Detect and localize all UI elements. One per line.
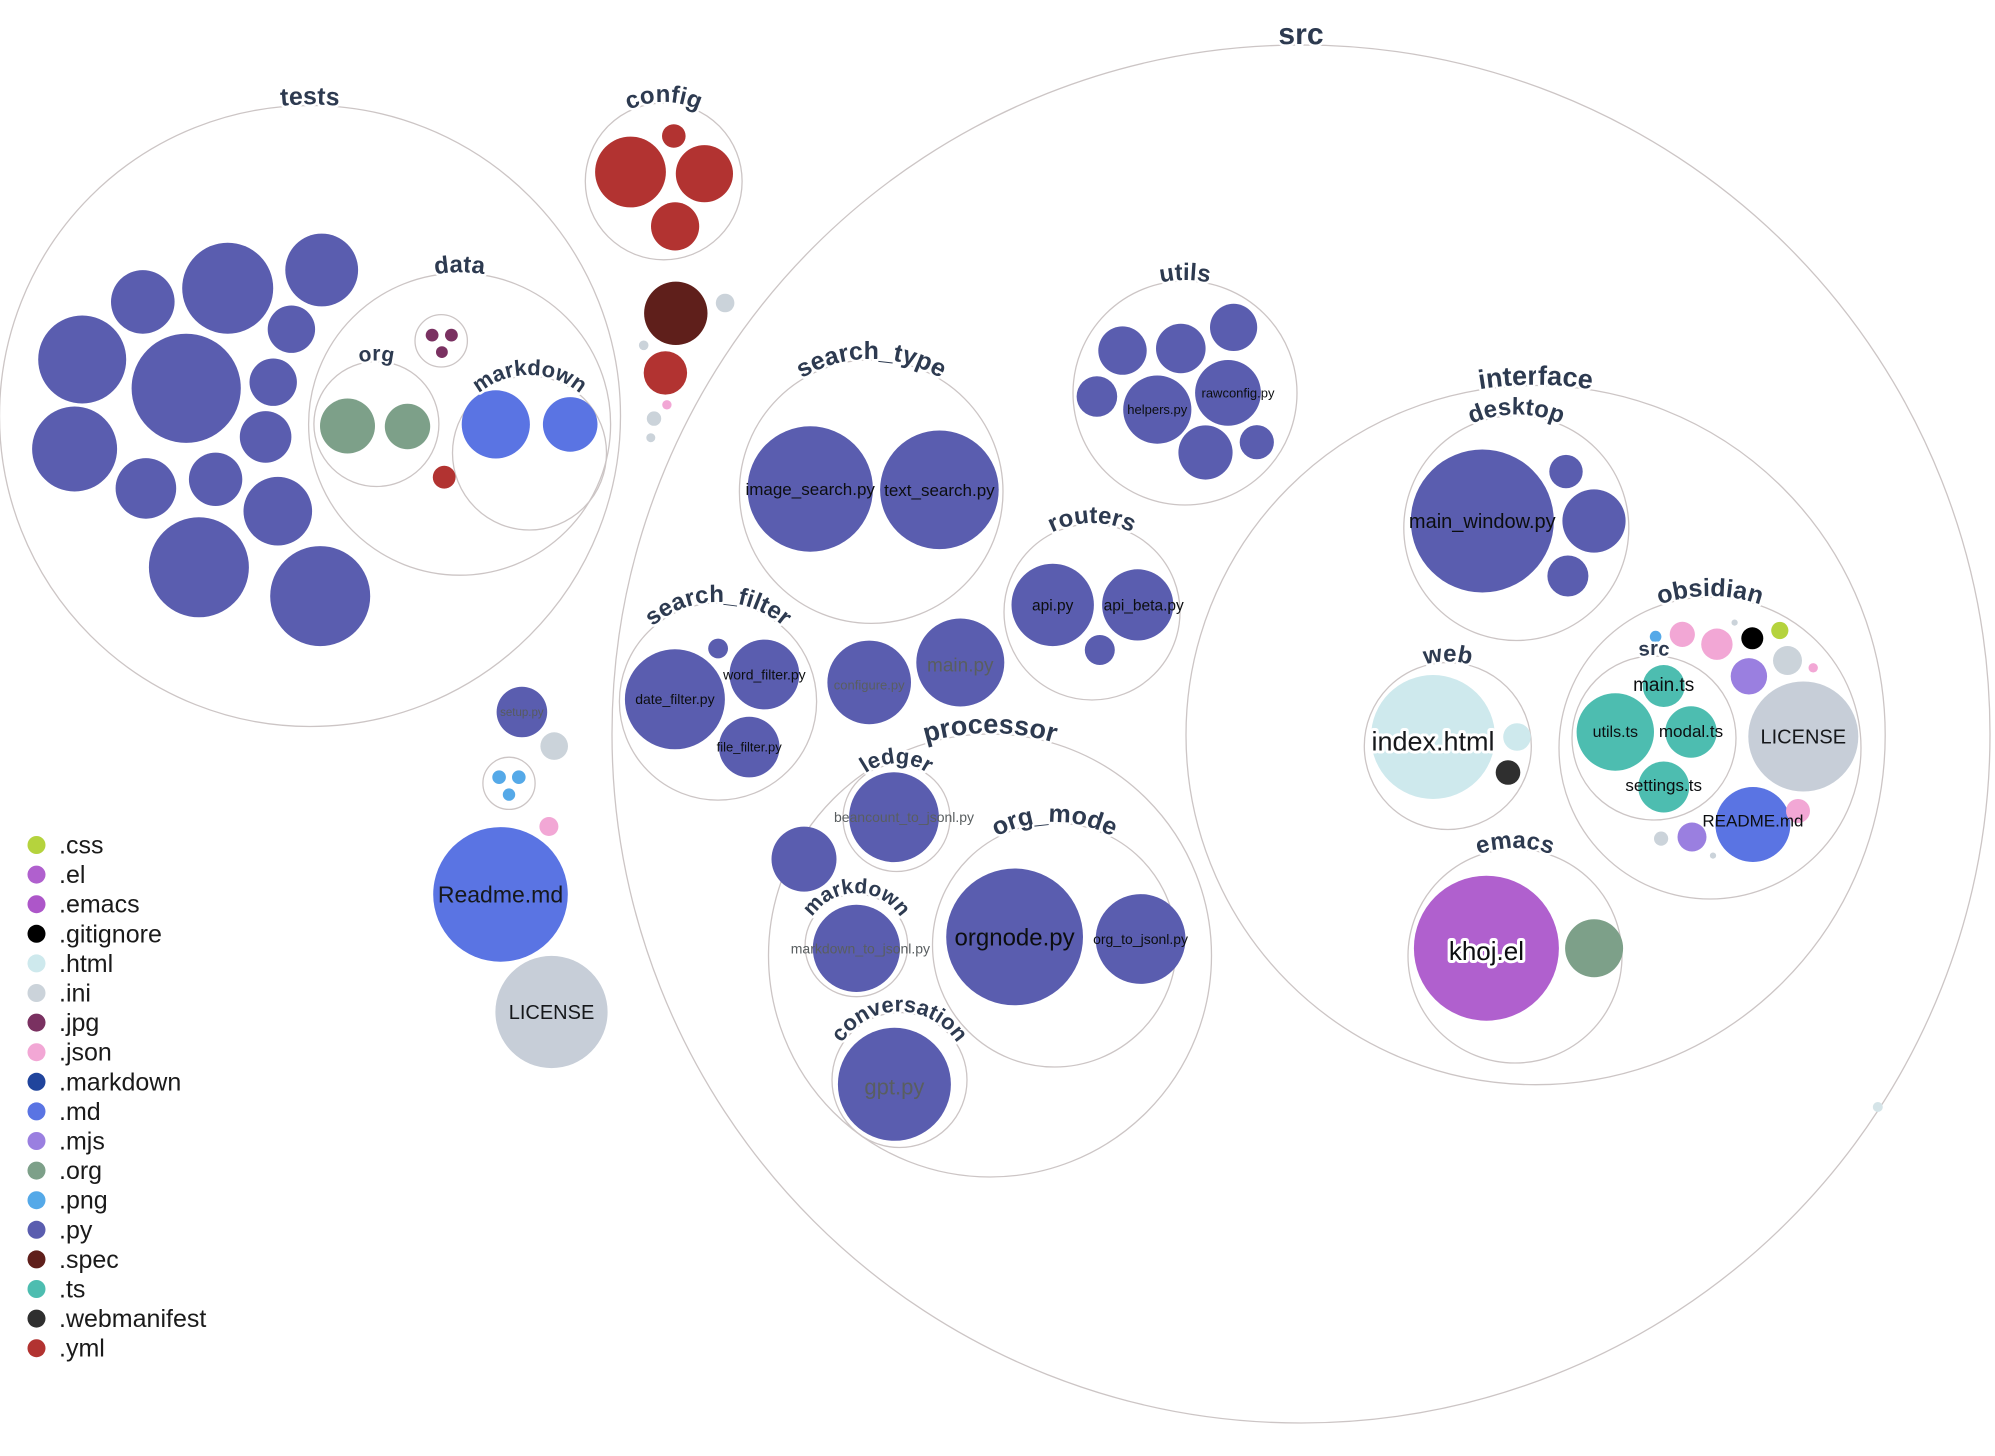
svg-text:setup.py: setup.py <box>500 707 544 719</box>
svg-text:org_to_jsonl.py: org_to_jsonl.py <box>1093 931 1188 947</box>
svg-text:gpt.py: gpt.py <box>864 1074 924 1099</box>
svg-text:main.py: main.py <box>927 656 994 677</box>
svg-text:beancount_to_jsonl.py: beancount_to_jsonl.py <box>834 809 974 825</box>
svg-text:.mjs: .mjs <box>59 1128 105 1156</box>
svg-text:modal.ts: modal.ts <box>1659 722 1723 741</box>
svg-text:main.ts: main.ts <box>1633 675 1694 696</box>
svg-text:khoj.el: khoj.el <box>1449 936 1524 966</box>
svg-text:rawconfig.py: rawconfig.py <box>1202 385 1275 400</box>
svg-text:.gitignore: .gitignore <box>59 920 162 948</box>
svg-text:web: web <box>1420 640 1475 670</box>
svg-text:markdown_to_jsonl.py: markdown_to_jsonl.py <box>791 940 930 956</box>
svg-text:configure.py: configure.py <box>834 677 905 692</box>
svg-text:image_search.py: image_search.py <box>745 480 875 499</box>
svg-text:settings.ts: settings.ts <box>1625 776 1702 795</box>
svg-text:.ts: .ts <box>59 1276 85 1304</box>
svg-text:.el: .el <box>59 861 85 889</box>
svg-text:utils.ts: utils.ts <box>1593 724 1638 741</box>
svg-text:orgnode.py: orgnode.py <box>955 924 1075 951</box>
svg-text:.org: .org <box>59 1157 102 1185</box>
svg-text:main_window.py: main_window.py <box>1409 511 1556 533</box>
svg-text:.yml: .yml <box>59 1335 105 1363</box>
svg-text:.html: .html <box>59 950 113 978</box>
svg-text:org: org <box>357 342 396 367</box>
svg-text:.ini: .ini <box>59 980 91 1008</box>
svg-text:.json: .json <box>59 1039 112 1067</box>
svg-text:.md: .md <box>59 1098 101 1126</box>
svg-text:.py: .py <box>59 1216 93 1244</box>
svg-text:api.py: api.py <box>1032 597 1074 614</box>
svg-text:text_search.py: text_search.py <box>884 481 995 500</box>
svg-text:.png: .png <box>59 1187 108 1215</box>
svg-text:word_filter.py: word_filter.py <box>722 666 805 682</box>
svg-text:utils: utils <box>1157 259 1212 288</box>
svg-text:LICENSE: LICENSE <box>509 1002 595 1024</box>
svg-text:README.md: README.md <box>1702 812 1803 831</box>
svg-text:.spec: .spec <box>59 1246 119 1274</box>
svg-text:.css: .css <box>59 832 103 860</box>
svg-text:interface: interface <box>1476 361 1595 395</box>
svg-text:index.html: index.html <box>1371 726 1494 756</box>
svg-text:src: src <box>1278 18 1324 51</box>
svg-text:LICENSE: LICENSE <box>1761 727 1847 749</box>
svg-text:.emacs: .emacs <box>59 891 140 919</box>
svg-text:date_filter.py: date_filter.py <box>635 691 714 707</box>
svg-text:src: src <box>1637 638 1671 661</box>
svg-text:Readme.md: Readme.md <box>438 881 563 907</box>
svg-text:.webmanifest: .webmanifest <box>59 1305 206 1333</box>
svg-text:file_filter.py: file_filter.py <box>717 740 783 755</box>
svg-text:.jpg: .jpg <box>59 1009 99 1037</box>
svg-text:helpers.py: helpers.py <box>1127 402 1187 417</box>
svg-text:api_beta.py: api_beta.py <box>1104 597 1184 614</box>
svg-text:.markdown: .markdown <box>59 1068 181 1096</box>
svg-text:data: data <box>433 251 488 280</box>
